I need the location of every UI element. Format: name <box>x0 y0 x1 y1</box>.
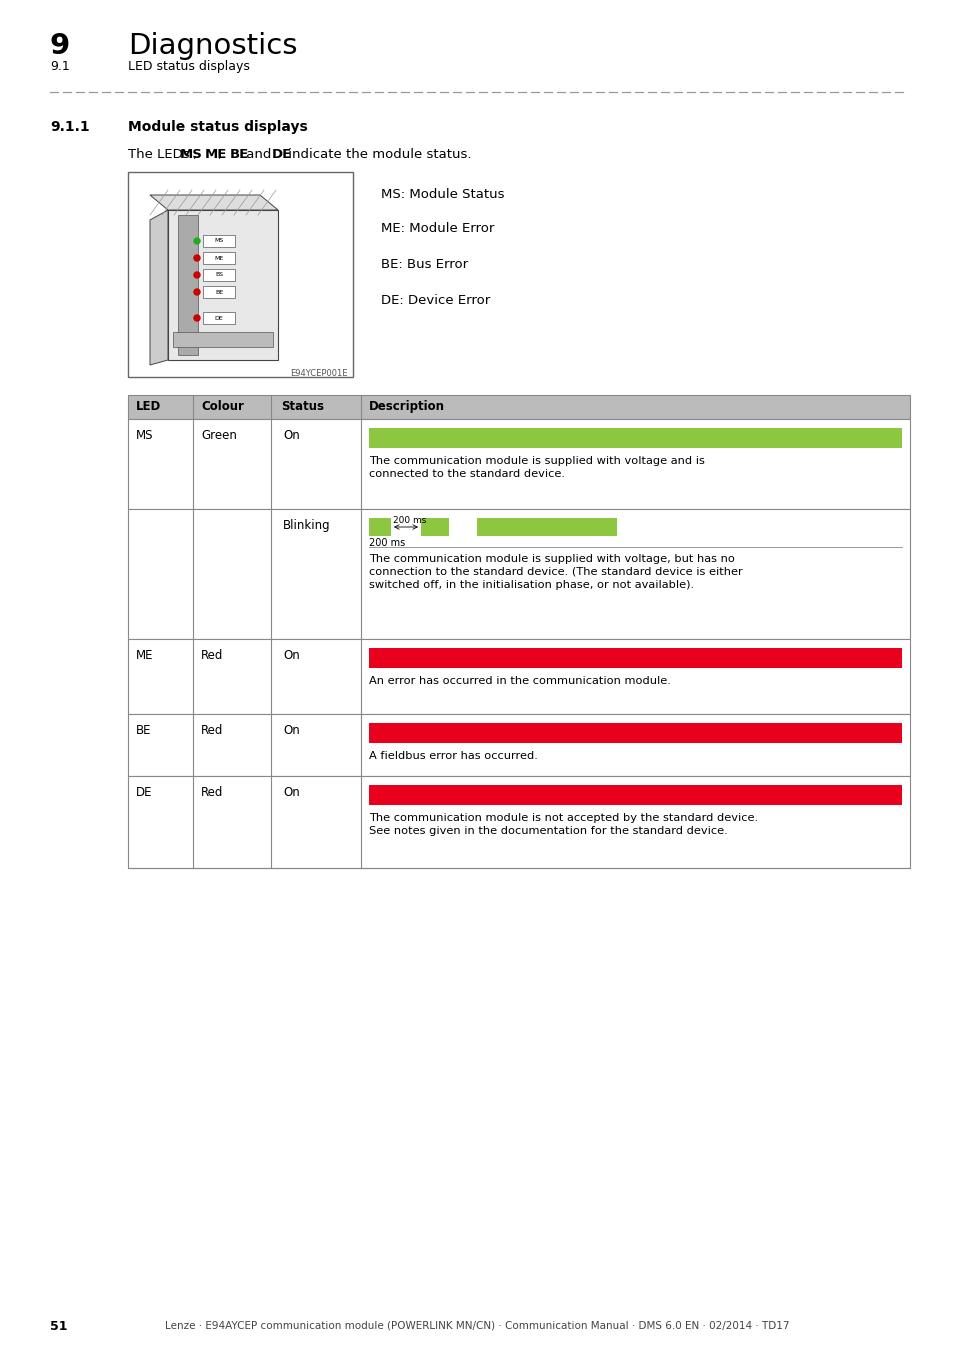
Bar <box>203 269 234 281</box>
Text: The communication module is supplied with voltage and is: The communication module is supplied wit… <box>369 456 704 466</box>
Text: Red: Red <box>201 724 223 737</box>
Text: 200 ms: 200 ms <box>369 539 405 548</box>
Text: and: and <box>242 148 275 161</box>
Bar <box>369 648 901 668</box>
Text: BS: BS <box>214 273 223 278</box>
Text: MS: MS <box>180 148 203 161</box>
Text: Diagnostics: Diagnostics <box>128 32 297 59</box>
Text: Red: Red <box>201 786 223 799</box>
Bar <box>203 235 234 247</box>
Text: BE: BE <box>136 724 152 737</box>
Text: Status: Status <box>281 400 324 413</box>
Text: E94YCEP001E: E94YCEP001E <box>291 369 348 378</box>
Text: On: On <box>283 724 299 737</box>
Text: On: On <box>283 649 299 662</box>
Bar <box>203 286 234 298</box>
Bar <box>172 332 273 347</box>
Text: ME: ME <box>136 649 153 662</box>
Circle shape <box>193 289 200 296</box>
Bar <box>128 171 353 377</box>
Bar <box>128 714 909 776</box>
Text: connection to the standard device. (The standard device is either: connection to the standard device. (The … <box>369 567 742 576</box>
Text: DE: DE <box>136 786 152 799</box>
Text: connected to the standard device.: connected to the standard device. <box>369 468 564 479</box>
Bar <box>369 784 901 805</box>
Text: See notes given in the documentation for the standard device.: See notes given in the documentation for… <box>369 826 727 836</box>
Text: ,: , <box>193 148 201 161</box>
Text: Colour: Colour <box>201 400 244 413</box>
Circle shape <box>193 238 200 244</box>
Bar <box>588 518 617 536</box>
Text: switched off, in the initialisation phase, or not available).: switched off, in the initialisation phas… <box>369 580 694 590</box>
Polygon shape <box>150 194 277 211</box>
Text: On: On <box>283 429 299 441</box>
Circle shape <box>193 315 200 321</box>
Text: The LEDs: The LEDs <box>128 148 193 161</box>
Text: Module status displays: Module status displays <box>128 120 308 134</box>
Text: ME: ME <box>214 255 223 261</box>
Text: 9: 9 <box>50 32 71 59</box>
Bar <box>168 211 277 360</box>
Text: The communication module is not accepted by the standard device.: The communication module is not accepted… <box>369 813 758 823</box>
Text: LED status displays: LED status displays <box>128 59 250 73</box>
Text: BE: BE <box>229 148 249 161</box>
Text: 9.1: 9.1 <box>50 59 70 73</box>
Text: The communication module is supplied with voltage, but has no: The communication module is supplied wit… <box>369 554 734 564</box>
Bar <box>476 518 504 536</box>
Bar <box>369 518 391 536</box>
Text: On: On <box>283 786 299 799</box>
Bar <box>128 776 909 868</box>
Bar <box>128 509 909 639</box>
Bar <box>533 518 560 536</box>
Circle shape <box>193 255 200 261</box>
Text: MS: MS <box>214 239 223 243</box>
Text: BE: BE <box>214 289 223 294</box>
Text: ,: , <box>217 148 226 161</box>
Text: Lenze · E94AYCEP communication module (POWERLINK MN/CN) · Communication Manual ·: Lenze · E94AYCEP communication module (P… <box>165 1320 788 1330</box>
Text: DE: DE <box>271 148 292 161</box>
Bar <box>504 518 533 536</box>
Text: DE: Device Error: DE: Device Error <box>380 294 490 306</box>
Circle shape <box>193 271 200 278</box>
Text: Blinking: Blinking <box>283 518 331 532</box>
Text: BE: Bus Error: BE: Bus Error <box>380 258 468 271</box>
Text: Red: Red <box>201 649 223 662</box>
Text: MS: MS <box>136 429 153 441</box>
Text: DE: DE <box>214 316 223 320</box>
Bar <box>128 639 909 714</box>
Bar <box>128 418 909 509</box>
Polygon shape <box>150 211 168 364</box>
Text: MS: Module Status: MS: Module Status <box>380 188 504 201</box>
Text: Description: Description <box>369 400 444 413</box>
Text: Green: Green <box>201 429 236 441</box>
Text: 9.1.1: 9.1.1 <box>50 120 90 134</box>
Text: LED: LED <box>136 400 161 413</box>
Bar <box>203 312 234 324</box>
Text: indicate the module status.: indicate the module status. <box>284 148 472 161</box>
Bar <box>560 518 588 536</box>
Bar <box>369 428 901 448</box>
Text: 200 ms: 200 ms <box>393 516 426 525</box>
Bar <box>369 724 901 742</box>
Bar <box>128 396 909 418</box>
Bar <box>420 518 449 536</box>
Text: ME: ME <box>205 148 227 161</box>
Bar <box>178 215 198 355</box>
Text: A fieldbus error has occurred.: A fieldbus error has occurred. <box>369 751 537 761</box>
Bar <box>203 252 234 265</box>
Text: An error has occurred in the communication module.: An error has occurred in the communicati… <box>369 676 670 686</box>
Text: 51: 51 <box>50 1320 68 1332</box>
Text: ME: Module Error: ME: Module Error <box>380 221 494 235</box>
